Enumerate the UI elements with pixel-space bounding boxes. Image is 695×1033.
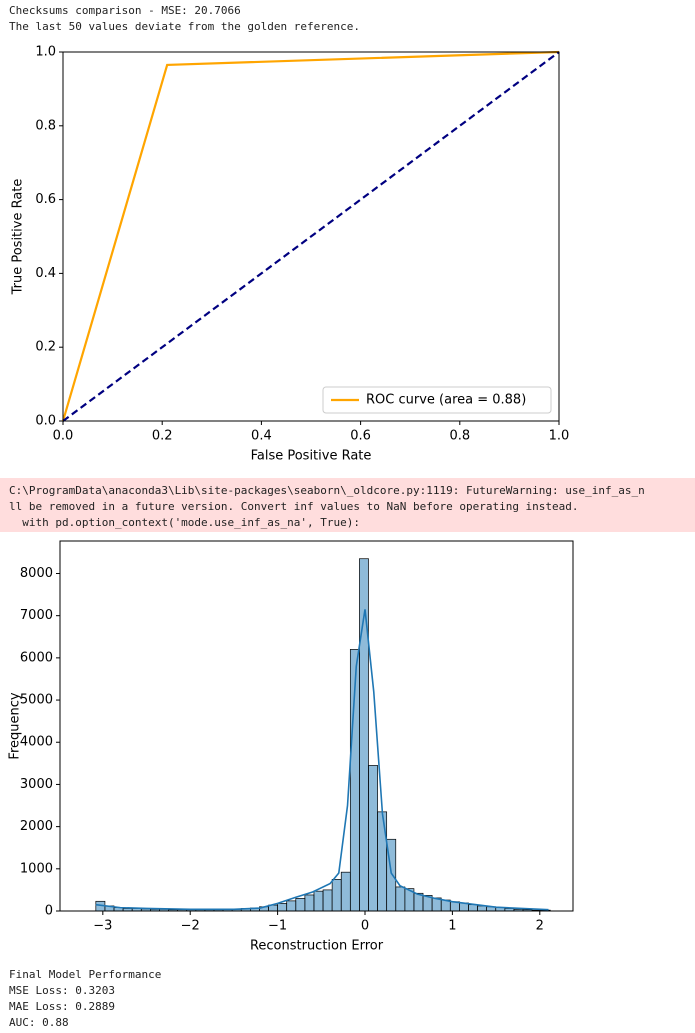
warning-line: ll be removed in a future version. Conve… (9, 500, 579, 513)
bar (368, 765, 378, 912)
bar (340, 871, 351, 912)
bar (286, 900, 297, 912)
x-axis-label: False Positive Rate (251, 449, 372, 464)
bar (304, 894, 315, 912)
warning-line: C:\ProgramData\anaconda3\Lib\site-packag… (9, 484, 645, 497)
y-tick-label: 7000 (20, 608, 53, 623)
log-line: AUC: 0.88 (9, 1016, 69, 1029)
x-tick-label: 0.6 (350, 429, 371, 444)
y-tick-label: 0.0 (35, 414, 56, 429)
bar (322, 889, 333, 912)
log-line: MSE Loss: 0.3203 (9, 984, 115, 997)
x-tick-label: −1 (268, 919, 287, 934)
y-tick-label: 1.0 (35, 45, 56, 60)
bar (468, 904, 478, 912)
line (61, 50, 560, 422)
x-tick-label: 0 (361, 919, 369, 934)
bar (377, 811, 388, 912)
bar (477, 905, 488, 912)
log-line: Final Model Performance (9, 968, 161, 981)
plot-frame (62, 51, 560, 422)
y-tick-label: 5000 (20, 693, 53, 708)
x-tick-label: 0.8 (449, 429, 470, 444)
y-axis-label: Frequency (8, 692, 23, 759)
y-tick-label: 1000 (20, 861, 53, 876)
y-axis-label: True Positive Rate (11, 179, 26, 296)
x-tick-label: −2 (181, 919, 200, 934)
log-line: MAE Loss: 0.2889 (9, 1000, 115, 1013)
bar (395, 886, 406, 912)
chart: 0.0 0.2 0.4 0.6 0.8 1.0 0.0 0.2 0.4 0.6 0.8 1.0 Fals… (11, 45, 570, 464)
y-tick-label: 0.8 (35, 118, 56, 133)
chart: −3 −2 −1 0 1 2 0 1000 2000 3000 4000 5000 6000 7000 80… (8, 540, 574, 954)
x-tick-label: −3 (93, 919, 112, 934)
x-tick-label: 0.4 (251, 429, 272, 444)
log-line: The last 50 values deviate from the gold… (9, 20, 360, 33)
x-tick-label: 0.2 (152, 429, 173, 444)
log-line: Checksums comparison - MSE: 20.7066 (9, 4, 241, 17)
warning-line: with pd.option_context('mode.use_inf_as_… (9, 516, 360, 529)
y-tick-label: 2000 (20, 819, 53, 834)
bar (331, 879, 342, 912)
y-tick-label: 0.4 (35, 266, 56, 281)
plot-frame (59, 540, 574, 912)
y-tick-label: 4000 (20, 735, 53, 750)
line (95, 609, 549, 911)
legend (322, 386, 552, 414)
y-tick-label: 0.6 (35, 192, 56, 207)
line (62, 51, 560, 422)
y-tick-label: 8000 (20, 566, 53, 581)
y-tick-label: 3000 (20, 777, 53, 792)
bar (277, 903, 288, 912)
y-tick-label: 0 (45, 904, 53, 919)
x-tick-label: 1 (448, 919, 456, 934)
bar (295, 897, 306, 912)
x-tick-label: 0.0 (53, 429, 74, 444)
x-axis-label: Reconstruction Error (250, 939, 384, 954)
bar (313, 890, 324, 912)
warning-background (0, 478, 695, 532)
x-tick-label: 1.0 (549, 429, 570, 444)
x-tick-label: 2 (536, 919, 544, 934)
legend-label: ROC curve (area = 0.88) (366, 393, 526, 408)
y-tick-label: 6000 (20, 650, 53, 665)
y-tick-label: 0.2 (35, 340, 56, 355)
